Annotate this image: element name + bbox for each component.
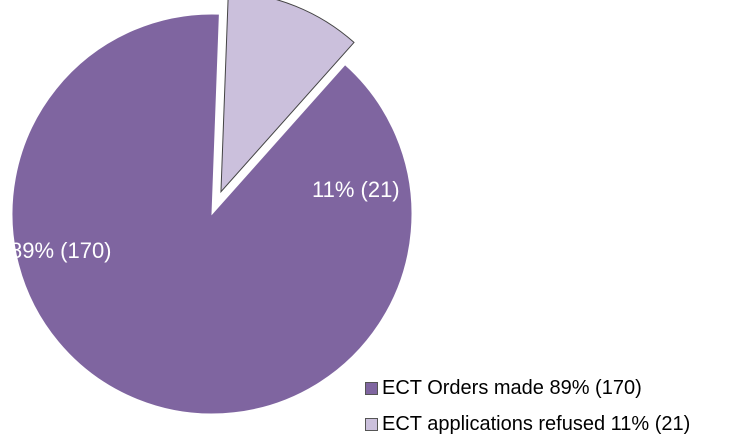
legend-label-applications-refused: ECT applications refused 11% (21) (382, 412, 691, 435)
pie-slice-orders-made (11, 13, 413, 415)
legend-item-orders-made: ECT Orders made 89% (170) (365, 374, 690, 402)
legend-swatch-orders-made (365, 381, 378, 395)
legend-item-applications-refused: ECT applications refused 11% (21) (365, 410, 690, 438)
data-label-applications-refused: 11% (21) (312, 177, 400, 202)
data-label-orders-made: 89% (170) (10, 238, 112, 263)
pie-slice-applications-refused (220, 0, 355, 194)
legend: ECT Orders made 89% (170) ECT applicatio… (365, 374, 690, 446)
legend-label-orders-made: ECT Orders made 89% (170) (382, 376, 642, 399)
legend-swatch-applications-refused (365, 417, 378, 431)
